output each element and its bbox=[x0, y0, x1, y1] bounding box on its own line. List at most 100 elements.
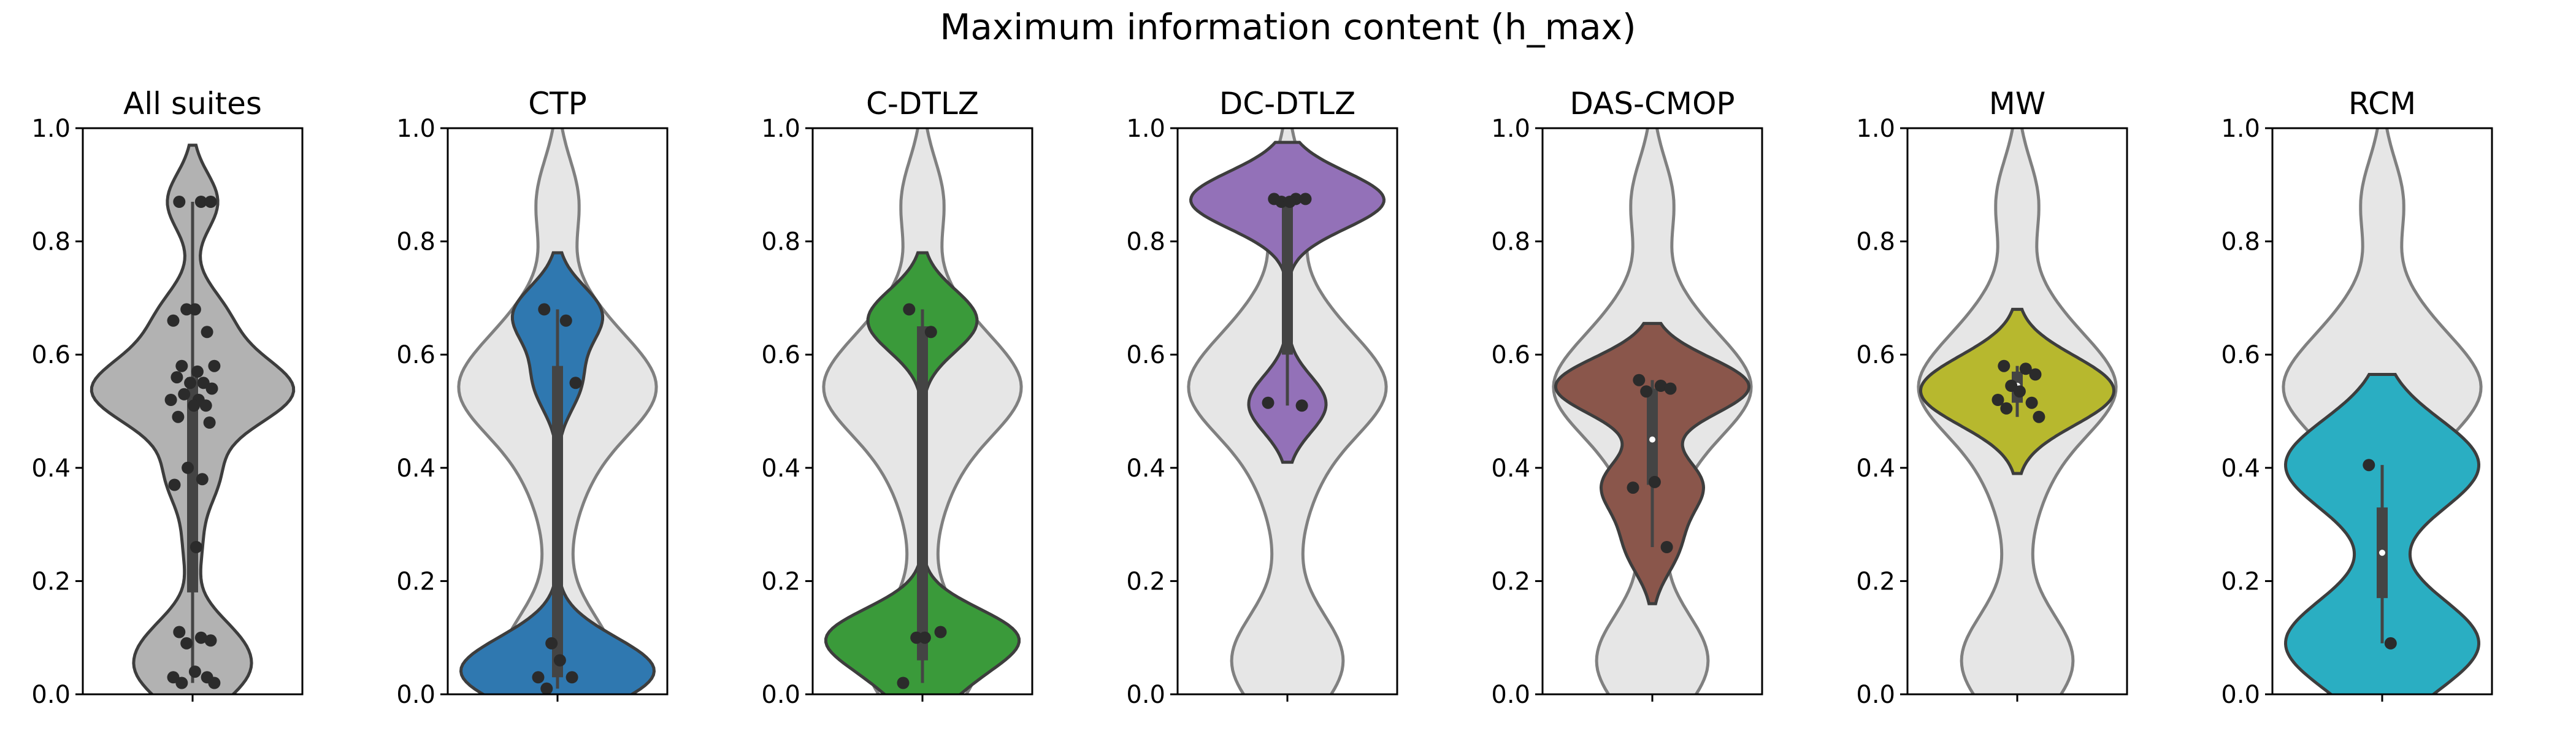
panel-title: All suites bbox=[123, 86, 262, 121]
y-tick-label: 0.0 bbox=[2221, 681, 2260, 709]
y-tick-label: 0.4 bbox=[761, 454, 800, 483]
y-tick-label: 0.8 bbox=[31, 228, 71, 256]
y-tick-label: 1.0 bbox=[761, 115, 800, 143]
data-point bbox=[1998, 359, 2011, 372]
y-tick-label: 0.8 bbox=[761, 228, 800, 256]
y-tick-label: 0.0 bbox=[1491, 681, 1530, 709]
data-point bbox=[208, 359, 221, 372]
plot-area bbox=[822, 128, 1023, 694]
plot-area bbox=[1552, 128, 1753, 694]
y-tick-label: 0.4 bbox=[1856, 454, 1895, 483]
y-tick-label: 0.2 bbox=[1856, 567, 1895, 596]
data-point bbox=[1283, 196, 1296, 208]
data-point bbox=[918, 631, 931, 644]
panel-6: 0.0 0.2 0.4 0.6 0.8 1.0 RCM bbox=[2221, 86, 2493, 709]
panel-title: DAS-CMOP bbox=[1570, 86, 1735, 121]
data-point bbox=[196, 473, 209, 486]
panels: 0.0 0.2 0.4 0.6 0.8 1.0 All suites 0.0 0.2 0.4 0.6… bbox=[31, 86, 2493, 709]
y-tick-label: 0.8 bbox=[396, 228, 435, 256]
data-point bbox=[172, 410, 185, 423]
data-point bbox=[191, 365, 204, 378]
data-point bbox=[173, 196, 186, 208]
y-tick-label: 0.0 bbox=[761, 681, 800, 709]
y-tick-label: 0.2 bbox=[1491, 567, 1530, 596]
data-point bbox=[194, 631, 207, 644]
data-point bbox=[168, 478, 181, 491]
data-point bbox=[178, 388, 191, 401]
data-point bbox=[173, 626, 186, 638]
data-point bbox=[910, 631, 923, 644]
y-tick-label: 1.0 bbox=[396, 115, 435, 143]
data-point bbox=[167, 314, 180, 327]
y-tick-label: 1.0 bbox=[1126, 115, 1165, 143]
data-point bbox=[164, 394, 177, 406]
plot-area bbox=[1187, 128, 1388, 694]
data-point bbox=[538, 303, 551, 316]
data-point bbox=[175, 677, 188, 689]
data-point bbox=[199, 399, 212, 412]
y-tick-label: 0.8 bbox=[2221, 228, 2260, 256]
panel-2: 0.0 0.2 0.4 0.6 0.8 1.0 C-DTLZ bbox=[761, 86, 1033, 709]
data-point bbox=[188, 303, 201, 316]
data-point bbox=[204, 634, 217, 647]
y-tick-label: 0.2 bbox=[2221, 567, 2260, 596]
plot-area bbox=[90, 144, 296, 694]
panel-3: 0.0 0.2 0.4 0.6 0.8 1.0 DC-DTLZ bbox=[1126, 86, 1398, 709]
y-tick-label: 0.0 bbox=[31, 681, 71, 709]
data-point bbox=[184, 377, 197, 389]
data-point bbox=[1660, 541, 1673, 553]
y-tick-label: 0.6 bbox=[2221, 341, 2260, 369]
y-tick-label: 0.2 bbox=[31, 567, 71, 596]
data-point bbox=[182, 461, 194, 474]
data-point bbox=[559, 314, 572, 327]
y-tick-label: 0.2 bbox=[761, 567, 800, 596]
data-point bbox=[1262, 396, 1275, 409]
data-point bbox=[194, 196, 207, 208]
data-point bbox=[190, 541, 202, 553]
panel-title: MW bbox=[1989, 86, 2046, 121]
data-point bbox=[1648, 475, 1661, 488]
median-marker bbox=[1649, 436, 1655, 443]
data-point bbox=[934, 626, 947, 638]
y-tick-label: 1.0 bbox=[1491, 115, 1530, 143]
data-point bbox=[2025, 396, 2038, 409]
data-point bbox=[1299, 193, 1312, 205]
data-point bbox=[1991, 394, 2004, 406]
y-tick-label: 0.6 bbox=[1856, 341, 1895, 369]
data-point bbox=[569, 377, 582, 389]
panel-5: 0.0 0.2 0.4 0.6 0.8 1.0 MW bbox=[1856, 86, 2128, 709]
data-point bbox=[545, 637, 558, 650]
y-tick-label: 1.0 bbox=[2221, 115, 2260, 143]
median-marker bbox=[2379, 550, 2385, 556]
data-point bbox=[924, 326, 937, 339]
data-point bbox=[2384, 637, 2397, 650]
y-tick-label: 0.2 bbox=[396, 567, 435, 596]
panel-1: 0.0 0.2 0.4 0.6 0.8 1.0 CTP bbox=[396, 86, 669, 709]
data-point bbox=[188, 665, 201, 678]
data-point bbox=[1640, 385, 1653, 398]
data-point bbox=[2013, 385, 2026, 398]
y-tick-label: 0.2 bbox=[1126, 567, 1165, 596]
data-point bbox=[188, 399, 200, 412]
data-point bbox=[1627, 481, 1639, 494]
data-point bbox=[1295, 399, 1308, 412]
panel-0: 0.0 0.2 0.4 0.6 0.8 1.0 All suites bbox=[31, 86, 304, 709]
plot-area bbox=[457, 128, 658, 694]
data-point bbox=[2029, 368, 2042, 381]
data-point bbox=[1654, 380, 1667, 392]
y-tick-label: 0.8 bbox=[1491, 228, 1530, 256]
data-point bbox=[553, 654, 566, 667]
data-point bbox=[2000, 402, 2013, 415]
y-tick-label: 1.0 bbox=[1856, 115, 1895, 143]
data-point bbox=[201, 326, 213, 339]
data-point bbox=[2019, 362, 2032, 375]
data-point bbox=[903, 303, 916, 316]
y-tick-label: 0.8 bbox=[1856, 228, 1895, 256]
panel-title: RCM bbox=[2348, 86, 2416, 121]
y-tick-label: 0.0 bbox=[1856, 681, 1895, 709]
data-point bbox=[205, 382, 218, 395]
panel-title: CTP bbox=[528, 86, 587, 121]
data-point bbox=[540, 682, 553, 694]
data-point bbox=[171, 371, 183, 384]
y-tick-label: 0.4 bbox=[1491, 454, 1530, 483]
